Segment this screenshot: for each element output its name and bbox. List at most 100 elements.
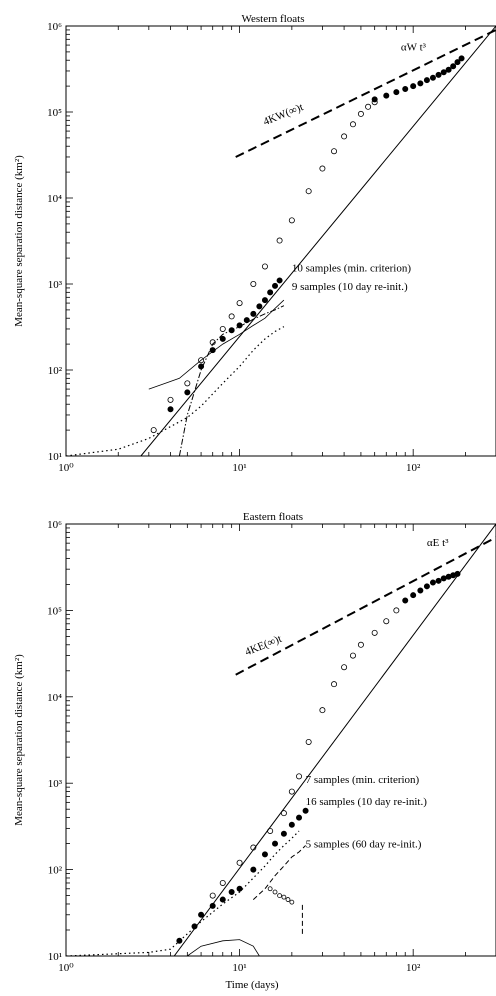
data-point bbox=[272, 889, 278, 895]
data-point bbox=[296, 773, 303, 780]
y-axis-label: Mean-square separation distance (km²) bbox=[13, 654, 25, 826]
data-point bbox=[305, 738, 312, 745]
data-point bbox=[450, 63, 457, 70]
data-point bbox=[435, 577, 442, 584]
y-tick-label: 10² bbox=[48, 865, 63, 877]
data-point bbox=[219, 325, 226, 332]
y-tick-label: 10⁶ bbox=[47, 21, 62, 33]
series-line-thin-curve bbox=[187, 939, 260, 956]
data-point bbox=[184, 389, 191, 396]
data-point bbox=[209, 892, 216, 899]
data-point bbox=[236, 885, 243, 892]
data-point bbox=[288, 821, 295, 828]
data-point bbox=[365, 103, 372, 110]
data-point bbox=[357, 110, 364, 117]
series-line-dashdot-line bbox=[178, 305, 285, 456]
data-point bbox=[440, 69, 447, 76]
data-point bbox=[305, 188, 312, 195]
data-point bbox=[410, 592, 417, 599]
series-line-reference-line bbox=[140, 26, 496, 456]
y-tick-label: 10¹ bbox=[48, 951, 62, 963]
x-tick-label: 10⁰ bbox=[58, 962, 74, 974]
data-point bbox=[236, 300, 243, 307]
x-tick-label: 10¹ bbox=[232, 462, 246, 474]
y-axis-label: Mean-square separation distance (km²) bbox=[13, 155, 25, 327]
chart-title: Western floats bbox=[242, 13, 305, 25]
annotation: 10 samples (min. criterion) bbox=[292, 262, 411, 274]
data-point bbox=[198, 911, 205, 918]
y-tick-label: 10³ bbox=[48, 279, 63, 291]
data-point bbox=[267, 289, 274, 296]
data-point bbox=[256, 303, 263, 310]
data-point bbox=[440, 575, 447, 582]
data-point bbox=[417, 80, 424, 87]
data-point bbox=[228, 889, 235, 896]
series-line-dotted-line bbox=[66, 326, 285, 456]
data-point bbox=[250, 310, 257, 317]
data-point bbox=[184, 380, 191, 387]
data-point bbox=[285, 897, 291, 902]
y-tick-label: 10⁶ bbox=[47, 519, 62, 531]
data-point bbox=[219, 335, 226, 342]
x-axis-label: Time (days) bbox=[225, 979, 278, 991]
data-point bbox=[219, 896, 226, 903]
data-point bbox=[458, 55, 465, 62]
y-tick-label: 10¹ bbox=[48, 451, 62, 463]
y-tick-label: 10⁴ bbox=[47, 692, 62, 704]
data-point bbox=[331, 148, 338, 155]
plot-area bbox=[66, 524, 496, 956]
y-tick-label: 10⁵ bbox=[47, 107, 62, 119]
data-point bbox=[445, 66, 452, 73]
data-point bbox=[209, 347, 216, 354]
chart-title: Eastern floats bbox=[243, 511, 303, 523]
data-point bbox=[272, 840, 279, 847]
data-point bbox=[267, 886, 273, 892]
data-point bbox=[423, 583, 430, 590]
data-point bbox=[341, 664, 348, 671]
data-point bbox=[288, 217, 295, 224]
data-point bbox=[276, 277, 283, 284]
data-point bbox=[454, 59, 461, 66]
data-point bbox=[371, 96, 378, 103]
annotation: 7 samples (min. criterion) bbox=[306, 774, 420, 786]
series-line-reference-dashed bbox=[235, 536, 496, 676]
annotation: 4KE(∞)t bbox=[243, 633, 283, 659]
series-line-reference-dashed bbox=[235, 29, 496, 158]
annotation: αW t³ bbox=[401, 41, 427, 53]
series-line-dotted-line bbox=[66, 830, 300, 956]
annotation: 16 samples (10 day re-init.) bbox=[306, 796, 428, 808]
data-point bbox=[236, 859, 243, 866]
x-tick-label: 10⁰ bbox=[58, 462, 74, 474]
y-tick-label: 10² bbox=[48, 365, 63, 377]
data-point bbox=[417, 587, 424, 594]
data-point bbox=[341, 133, 348, 140]
data-point bbox=[435, 71, 442, 78]
annotation: 4KW(∞)t bbox=[262, 101, 305, 128]
data-point bbox=[393, 607, 400, 614]
data-point bbox=[288, 788, 295, 795]
x-tick-label: 10² bbox=[406, 962, 421, 974]
series-line-thin-line bbox=[148, 299, 285, 390]
data-point bbox=[280, 830, 287, 837]
annotation: 9 samples (10 day re-init.) bbox=[292, 281, 408, 293]
annotation: αE t³ bbox=[427, 537, 449, 549]
data-point bbox=[280, 810, 287, 817]
chart-panel-2: Eastern floats Mean-square separation dis… bbox=[13, 511, 496, 991]
data-point bbox=[349, 121, 356, 128]
data-point bbox=[302, 807, 309, 814]
plot-frame bbox=[65, 523, 496, 957]
data-point bbox=[219, 879, 226, 886]
series-line-reference-line bbox=[173, 524, 496, 956]
data-point bbox=[393, 89, 400, 96]
data-point bbox=[167, 406, 174, 413]
y-tick-label: 10⁴ bbox=[47, 193, 62, 205]
annotation: 5 samples (60 day re-init.) bbox=[306, 839, 422, 851]
data-point bbox=[349, 652, 356, 659]
data-point bbox=[319, 165, 326, 172]
data-point bbox=[243, 317, 250, 324]
series-line-dash-line bbox=[252, 845, 306, 900]
data-point bbox=[276, 237, 283, 244]
data-point bbox=[228, 313, 235, 320]
data-point bbox=[383, 92, 390, 99]
